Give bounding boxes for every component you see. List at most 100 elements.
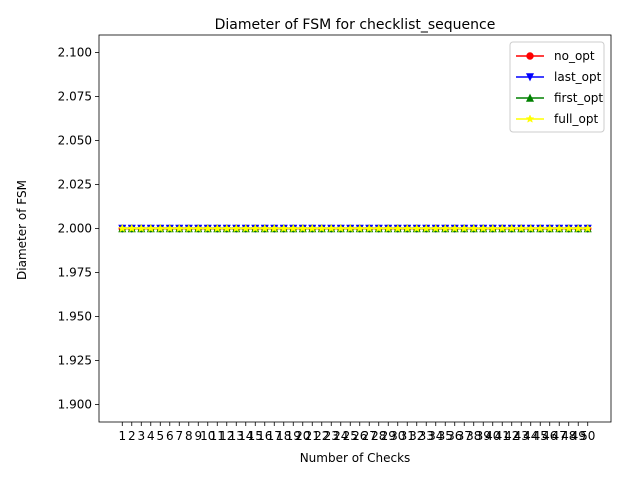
legend-entry-no_opt: no_opt (516, 49, 595, 63)
data-point-full_opt (326, 223, 336, 233)
x-tick-label: 24 (333, 429, 348, 443)
y-tick-label: 1.950 (58, 309, 92, 323)
data-point-full_opt (554, 223, 564, 233)
data-point-full_opt (535, 223, 545, 233)
legend-marker (525, 73, 535, 82)
y-axis: 1.900 1.925 1.950 1.975 2.000 2.025 2.050 2.075… (58, 46, 99, 411)
data-point-full_opt (440, 223, 450, 233)
y-tick-label: 2.050 (58, 134, 92, 148)
data-point-full_opt (298, 223, 308, 233)
x-tick-label: 46 (542, 429, 557, 443)
data-point-full_opt (478, 223, 488, 233)
data-point-full_opt (431, 223, 441, 233)
x-tick-label: 49 (571, 429, 586, 443)
data-point-full_opt (402, 223, 412, 233)
data-point-full_opt (165, 223, 175, 233)
x-tick-label: 6 (166, 429, 174, 443)
data-point-full_opt (136, 223, 146, 233)
x-tick-label: 30 (390, 429, 405, 443)
data-point-full_opt (288, 223, 298, 233)
data-point-full_opt (336, 223, 346, 233)
chart-title: Diameter of FSM for checklist_sequence (215, 17, 496, 33)
legend: no_opt last_opt first_opt full_opt (509, 41, 605, 133)
data-point-full_opt (450, 223, 460, 233)
data-point-full_opt (345, 223, 355, 233)
legend-marker (525, 114, 535, 123)
x-tick-label: 48 (561, 429, 576, 443)
x-tick-label: 28 (371, 429, 386, 443)
x-tick-label: 20 (295, 429, 310, 443)
x-tick-label: 2 (128, 429, 136, 443)
data-point-full_opt (174, 223, 184, 233)
legend-marker (526, 52, 534, 60)
legend-entry-last_opt: last_opt (516, 70, 602, 84)
data-point-full_opt (155, 223, 165, 233)
legend-entry-first_opt: first_opt (516, 91, 603, 105)
x-tick-label: 11 (210, 429, 225, 443)
data-point-full_opt (241, 223, 251, 233)
x-tick-label: 15 (248, 429, 263, 443)
x-tick-label: 40 (485, 429, 500, 443)
x-tick-label: 23 (324, 429, 339, 443)
x-tick-label: 29 (381, 429, 396, 443)
x-axis: 1 2 3 4 5 6 7 8 91011121314151617181920212223242… (118, 422, 595, 443)
x-tick-label: 43 (514, 429, 529, 443)
data-point-full_opt (412, 223, 422, 233)
x-tick-label: 32 (409, 429, 424, 443)
legend-entry-full_opt: full_opt (516, 112, 598, 126)
y-tick-label: 1.900 (58, 397, 92, 411)
data-point-full_opt (507, 223, 517, 233)
data-point-full_opt (374, 223, 384, 233)
x-tick-label: 27 (362, 429, 377, 443)
y-tick-label: 2.075 (58, 90, 92, 104)
x-tick-label: 19 (286, 429, 301, 443)
data-point-full_opt (526, 223, 536, 233)
data-point-full_opt (393, 223, 403, 233)
y-tick-label: 2.000 (58, 222, 92, 236)
data-point-full_opt (127, 223, 137, 233)
series-full_opt (117, 223, 593, 233)
data-point-full_opt (421, 223, 431, 233)
x-tick-label: 38 (466, 429, 481, 443)
data-point-full_opt (203, 223, 213, 233)
data-point-full_opt (117, 223, 127, 233)
data-point-full_opt (250, 223, 260, 233)
x-tick-label: 10 (200, 429, 215, 443)
legend-marker (525, 93, 535, 102)
x-tick-label: 13 (229, 429, 244, 443)
x-tick-label: 14 (238, 429, 253, 443)
legend-label: last_opt (554, 70, 602, 84)
x-tick-label: 4 (147, 429, 155, 443)
y-tick-label: 2.025 (58, 178, 92, 192)
data-point-full_opt (564, 223, 574, 233)
data-point-full_opt (260, 223, 270, 233)
x-tick-label: 8 (185, 429, 193, 443)
data-point-full_opt (355, 223, 365, 233)
x-tick-label: 16 (257, 429, 272, 443)
data-point-full_opt (317, 223, 327, 233)
legend-box (509, 41, 605, 133)
legend-label: first_opt (554, 91, 603, 105)
data-point-full_opt (459, 223, 469, 233)
y-axis-label: Diameter of FSM (15, 180, 29, 280)
x-tick-label: 17 (267, 429, 282, 443)
y-tick-label: 2.100 (58, 46, 92, 60)
x-tick-label: 26 (352, 429, 367, 443)
data-point-full_opt (364, 223, 374, 233)
data-point-full_opt (488, 223, 498, 233)
data-point-full_opt (545, 223, 555, 233)
x-tick-label: 9 (194, 429, 202, 443)
data-point-full_opt (497, 223, 507, 233)
y-tick-label: 1.975 (58, 265, 92, 279)
x-tick-label: 18 (276, 429, 291, 443)
y-tick-label: 1.925 (58, 353, 92, 367)
legend-label: full_opt (554, 112, 598, 126)
x-tick-label: 44 (523, 429, 538, 443)
x-tick-label: 34 (428, 429, 443, 443)
x-tick-label: 42 (504, 429, 519, 443)
x-tick-label: 1 (118, 429, 126, 443)
data-point-full_opt (583, 223, 593, 233)
x-tick-label: 47 (552, 429, 567, 443)
x-tick-label: 25 (343, 429, 358, 443)
x-tick-label: 36 (447, 429, 462, 443)
